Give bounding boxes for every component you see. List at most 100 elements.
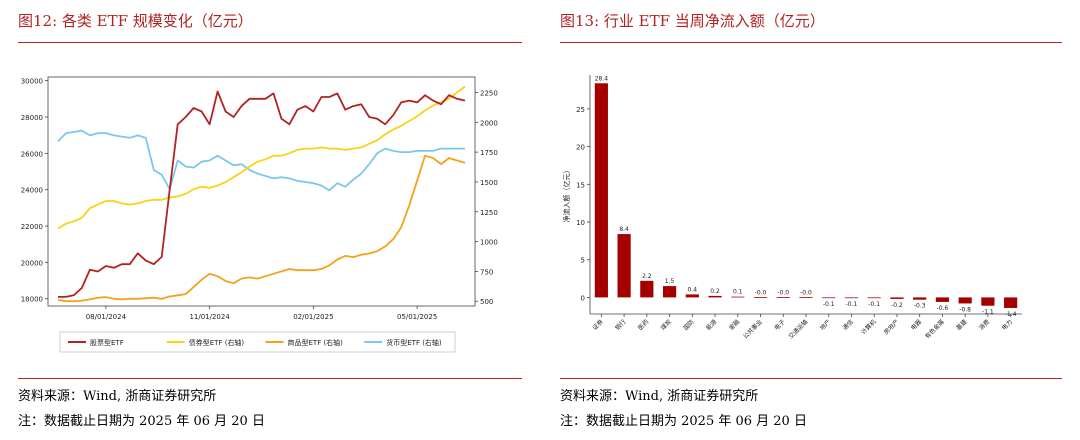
- bar-0: [594, 83, 608, 298]
- bar-17: [981, 297, 995, 306]
- x-tick-label-2: 02/01/2025: [293, 313, 333, 321]
- left-y-tick-label-6: 30000: [21, 78, 43, 86]
- series-line-0: [58, 90, 466, 298]
- bar-x-tick-label-13: 房地产: [882, 318, 900, 336]
- bar-data-label-8: -0.0: [777, 289, 789, 296]
- bar-x-tick-label-0: 证券: [591, 318, 605, 332]
- bar-x-tick-label-8: 电子: [773, 318, 787, 332]
- bar-x-tick-label-18: 电力: [1000, 318, 1014, 332]
- bar-data-label-2: 2.2: [642, 273, 652, 280]
- bar-18: [1004, 297, 1018, 308]
- right-y-tick-label-2: 1000: [480, 239, 498, 247]
- right-y-tick-label-1: 750: [480, 268, 493, 276]
- bar-data-label-15: -0.6: [937, 305, 949, 312]
- left-y-tick-label-3: 24000: [21, 187, 43, 195]
- right-bottom-rule: [560, 378, 1062, 379]
- legend-box: [59, 331, 456, 353]
- bar-x-tick-label-7: 公共事业: [741, 318, 764, 341]
- x-tick-label-0: 08/01/2024: [86, 313, 127, 321]
- bar-y-tick-label-2: 10: [576, 219, 585, 227]
- right-y-tick-label-0: 500: [480, 298, 493, 306]
- series-line-1: [57, 85, 466, 230]
- bar-x-tick-label-4: 国防: [682, 318, 696, 332]
- series-line-3: [57, 129, 465, 192]
- bar-data-label-6: 0.1: [733, 289, 743, 296]
- bar-y-tick-label-1: 5: [581, 257, 585, 265]
- bar-data-label-0: 28.4: [595, 75, 609, 82]
- bar-x-tick-label-1: 银行: [613, 318, 627, 332]
- bar-16: [958, 297, 972, 304]
- left-chart-title: 图12: 各类 ETF 规模变化（亿元）: [18, 12, 253, 30]
- legend-label-2: 商品型ETF (右轴): [288, 338, 344, 347]
- bar-y-axis-label: 净流入额（亿元）: [562, 167, 571, 223]
- left-bottom-rule: [18, 378, 522, 379]
- bar-x-tick-label-17: 消费: [977, 318, 991, 332]
- bar-data-label-14: -0.3: [914, 303, 926, 310]
- bar-6: [731, 296, 745, 298]
- right-y-tick-label-3: 1250: [480, 209, 498, 217]
- left-title-rule: [18, 42, 522, 43]
- bar-data-label-3: 1.5: [665, 278, 675, 285]
- bar-y-tick-label-0: 0: [581, 294, 585, 302]
- bar-x-tick-label-14: 电器: [909, 318, 923, 332]
- bar-15: [935, 297, 950, 302]
- bar-7: [753, 297, 768, 298]
- bar-x-tick-label-11: 通信: [841, 318, 855, 332]
- bar-chart: 0 5 10 15 20 25 净流入额（亿元） 28.4 证券 8.4 银行 2.2 医药 1.5 煤炭 0…: [562, 75, 1022, 341]
- bar-x-tick-label-6: 金融: [727, 318, 741, 332]
- bar-11: [844, 297, 859, 299]
- bar-x-tick-label-2: 医药: [636, 318, 650, 332]
- bar-x-tick-label-9: 交通运输: [787, 318, 810, 341]
- left-y-tick-label-5: 28000: [21, 114, 43, 122]
- x-tick-label-3: 05/01/2025: [397, 313, 437, 321]
- right-y-tick-label-4: 1500: [480, 179, 498, 187]
- legend-label-0: 股票型ETF: [90, 338, 124, 347]
- legend-label-1: 债券型ETF (右轴): [189, 338, 245, 347]
- bar-data-label-9: -0.0: [800, 289, 812, 296]
- bar-data-label-13: -0.2: [891, 302, 903, 309]
- bar-x-tick-label-5: 能源: [704, 318, 718, 332]
- bar-y-tick-label-5: 25: [576, 106, 585, 114]
- bar-data-label-7: -0.0: [755, 289, 767, 296]
- right-note: 注：数据截止日期为 2025 年 06 月 20 日: [560, 414, 807, 429]
- bar-data-label-4: 0.4: [688, 286, 698, 293]
- bar-3: [662, 286, 677, 298]
- bar-2: [640, 280, 654, 298]
- bar-data-label-5: 0.2: [710, 288, 720, 295]
- bar-data-label-17: -1.1: [982, 309, 994, 316]
- bar-x-tick-label-16: 基建: [954, 318, 968, 332]
- right-source: 资料来源：Wind, 浙商证券研究所: [560, 389, 759, 404]
- bar-9: [799, 297, 813, 298]
- bar-x-tick-label-12: 计算机: [859, 318, 877, 336]
- right-title-rule: [560, 42, 1062, 43]
- left-y-tick-label-0: 18000: [21, 296, 43, 304]
- bar-y-tick-label-4: 20: [576, 144, 585, 152]
- bar-4: [685, 294, 699, 298]
- bar-12: [867, 297, 881, 299]
- bar-8: [776, 297, 790, 298]
- left-y-tick-label-4: 26000: [21, 150, 43, 158]
- bar-data-label-10: -0.1: [823, 301, 835, 308]
- right-y-tick-label-5: 1750: [480, 149, 498, 157]
- bar-10: [822, 297, 836, 299]
- bar-data-label-12: -0.1: [868, 301, 880, 308]
- right-y-tick-label-7: 2250: [480, 90, 498, 98]
- bar-data-label-1: 8.4: [619, 226, 629, 233]
- left-source: 资料来源：Wind, 浙商证券研究所: [18, 389, 217, 404]
- bar-5: [708, 295, 722, 298]
- bar-data-label-16: -0.8: [959, 306, 971, 313]
- bar-x-tick-label-15: 有色金属: [923, 318, 946, 341]
- bar-x-tick-label-10: 地产: [818, 318, 832, 332]
- legend-label-3: 货币型ETF (右轴): [386, 338, 442, 347]
- bar-14: [913, 297, 927, 300]
- series-line-2: [57, 154, 466, 303]
- bar-x-tick-label-3: 煤炭: [659, 318, 673, 332]
- right-y-tick-label-6: 2000: [480, 119, 498, 127]
- bar-1: [617, 234, 631, 298]
- right-chart-title: 图13: 行业 ETF 当周净流入额（亿元）: [560, 12, 825, 30]
- line-chart: 18000 20000 22000 24000 26000 28000 30000 500 75…: [21, 76, 498, 353]
- bar-data-label-11: -0.1: [846, 301, 858, 308]
- bar-y-tick-label-3: 15: [576, 181, 585, 189]
- left-y-tick-label-2: 22000: [21, 223, 43, 231]
- left-y-tick-label-1: 20000: [21, 259, 43, 267]
